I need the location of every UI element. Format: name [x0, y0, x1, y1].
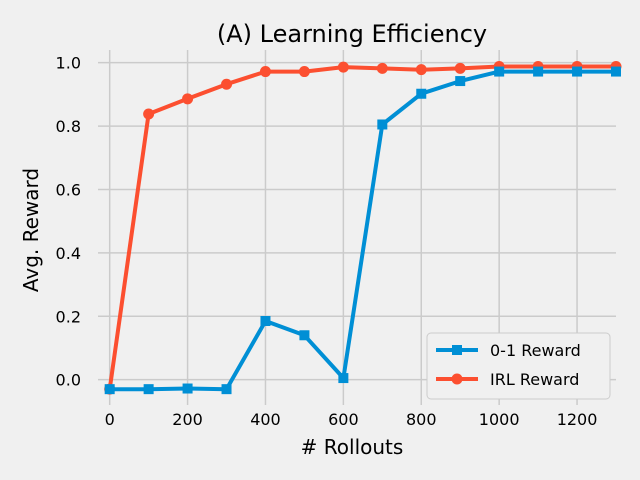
- series-0-1-reward: [104, 66, 621, 395]
- legend-item: IRL Reward: [436, 370, 579, 389]
- x-tick-label: 600: [328, 410, 359, 429]
- data-point: [182, 93, 194, 105]
- data-point: [221, 78, 233, 90]
- tick-labels: 0 200 400 600 800 1000 1200 0.0 0.2 0.4 0.6 0.8 1.0: [56, 54, 598, 429]
- legend-label: IRL Reward: [490, 370, 579, 389]
- data-point: [259, 66, 271, 78]
- grid-lines: [98, 50, 616, 405]
- data-point: [143, 384, 154, 395]
- y-axis-title: Avg. Reward: [19, 168, 43, 292]
- y-tick-label: 0.8: [56, 117, 81, 136]
- legend-marker: [451, 373, 463, 385]
- data-point: [104, 384, 115, 395]
- chart-title: (A) Learning Efficiency: [217, 20, 487, 48]
- y-tick-label: 0.4: [56, 244, 81, 263]
- x-tick-label: 1000: [479, 410, 520, 429]
- y-tick-label: 1.0: [56, 54, 81, 73]
- series-line: [109, 69, 616, 392]
- data-point: [455, 76, 466, 87]
- data-point: [415, 64, 427, 76]
- data-point: [337, 61, 349, 73]
- x-tick-label: 200: [172, 410, 203, 429]
- data-point: [338, 373, 349, 384]
- data-point: [454, 62, 466, 74]
- data-point: [533, 66, 544, 77]
- y-tick-label: 0.0: [56, 371, 81, 390]
- x-tick-label: 0: [105, 410, 115, 429]
- x-tick-label: 800: [406, 410, 437, 429]
- series-layer: [104, 60, 622, 395]
- legend-marker: [452, 345, 462, 355]
- y-tick-label: 0.6: [56, 180, 81, 199]
- x-tick-label: 1200: [557, 410, 598, 429]
- x-tick-label: 400: [250, 410, 281, 429]
- data-point: [572, 66, 583, 77]
- legend-label: 0-1 Reward: [490, 341, 581, 360]
- series-line: [107, 64, 616, 390]
- data-point: [376, 62, 388, 74]
- data-point: [416, 88, 427, 99]
- data-point: [182, 383, 193, 394]
- data-point: [260, 316, 271, 327]
- legend: 0-1 Reward IRL Reward: [426, 332, 611, 400]
- data-point: [298, 66, 310, 78]
- series-irl-reward: [104, 60, 622, 395]
- data-point: [494, 66, 505, 77]
- data-point: [611, 66, 621, 77]
- data-point: [377, 119, 388, 130]
- data-point: [143, 108, 155, 120]
- x-axis-title: # Rollouts: [301, 435, 404, 459]
- y-tick-label: 0.2: [56, 307, 81, 326]
- data-point: [221, 384, 232, 395]
- data-point: [299, 330, 310, 341]
- legend-item: 0-1 Reward: [436, 341, 581, 360]
